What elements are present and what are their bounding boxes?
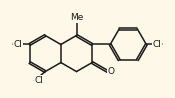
Text: Cl: Cl (34, 76, 43, 85)
Text: O: O (108, 67, 115, 76)
Text: Me: Me (70, 13, 83, 22)
Text: Cl: Cl (153, 40, 162, 49)
Text: Cl: Cl (13, 40, 22, 49)
